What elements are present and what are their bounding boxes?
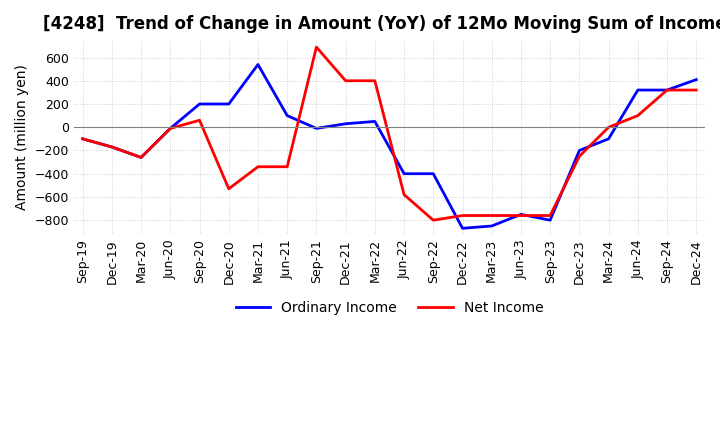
Net Income bbox=[107, 144, 116, 150]
Net Income bbox=[458, 213, 467, 218]
Ordinary Income bbox=[692, 77, 701, 82]
Ordinary Income bbox=[634, 88, 642, 93]
Net Income bbox=[166, 126, 175, 131]
Ordinary Income bbox=[662, 88, 671, 93]
Line: Ordinary Income: Ordinary Income bbox=[83, 65, 696, 228]
Ordinary Income bbox=[546, 217, 554, 223]
Ordinary Income bbox=[107, 144, 116, 150]
Title: [4248]  Trend of Change in Amount (YoY) of 12Mo Moving Sum of Incomes: [4248] Trend of Change in Amount (YoY) o… bbox=[42, 15, 720, 33]
Ordinary Income bbox=[341, 121, 350, 126]
Net Income bbox=[575, 154, 584, 159]
Ordinary Income bbox=[575, 148, 584, 153]
Net Income bbox=[341, 78, 350, 84]
Net Income bbox=[692, 88, 701, 93]
Ordinary Income bbox=[137, 155, 145, 160]
Net Income bbox=[78, 136, 87, 142]
Line: Net Income: Net Income bbox=[83, 47, 696, 220]
Net Income bbox=[517, 213, 526, 218]
Net Income bbox=[662, 88, 671, 93]
Ordinary Income bbox=[312, 126, 320, 131]
Ordinary Income bbox=[166, 126, 175, 131]
Net Income bbox=[604, 125, 613, 130]
Ordinary Income bbox=[371, 119, 379, 124]
Net Income bbox=[487, 213, 496, 218]
Ordinary Income bbox=[195, 101, 204, 106]
Net Income bbox=[371, 78, 379, 84]
Ordinary Income bbox=[253, 62, 262, 67]
Ordinary Income bbox=[487, 224, 496, 229]
Net Income bbox=[137, 155, 145, 160]
Legend: Ordinary Income, Net Income: Ordinary Income, Net Income bbox=[230, 295, 549, 320]
Ordinary Income bbox=[517, 212, 526, 217]
Net Income bbox=[634, 113, 642, 118]
Ordinary Income bbox=[458, 226, 467, 231]
Net Income bbox=[225, 186, 233, 191]
Net Income bbox=[400, 192, 408, 197]
Ordinary Income bbox=[78, 136, 87, 142]
Net Income bbox=[195, 117, 204, 123]
Ordinary Income bbox=[283, 113, 292, 118]
Net Income bbox=[429, 217, 438, 223]
Net Income bbox=[253, 164, 262, 169]
Net Income bbox=[283, 164, 292, 169]
Ordinary Income bbox=[400, 171, 408, 176]
Ordinary Income bbox=[604, 136, 613, 142]
Ordinary Income bbox=[429, 171, 438, 176]
Y-axis label: Amount (million yen): Amount (million yen) bbox=[15, 64, 29, 210]
Net Income bbox=[312, 44, 320, 50]
Net Income bbox=[546, 213, 554, 218]
Ordinary Income bbox=[225, 101, 233, 106]
